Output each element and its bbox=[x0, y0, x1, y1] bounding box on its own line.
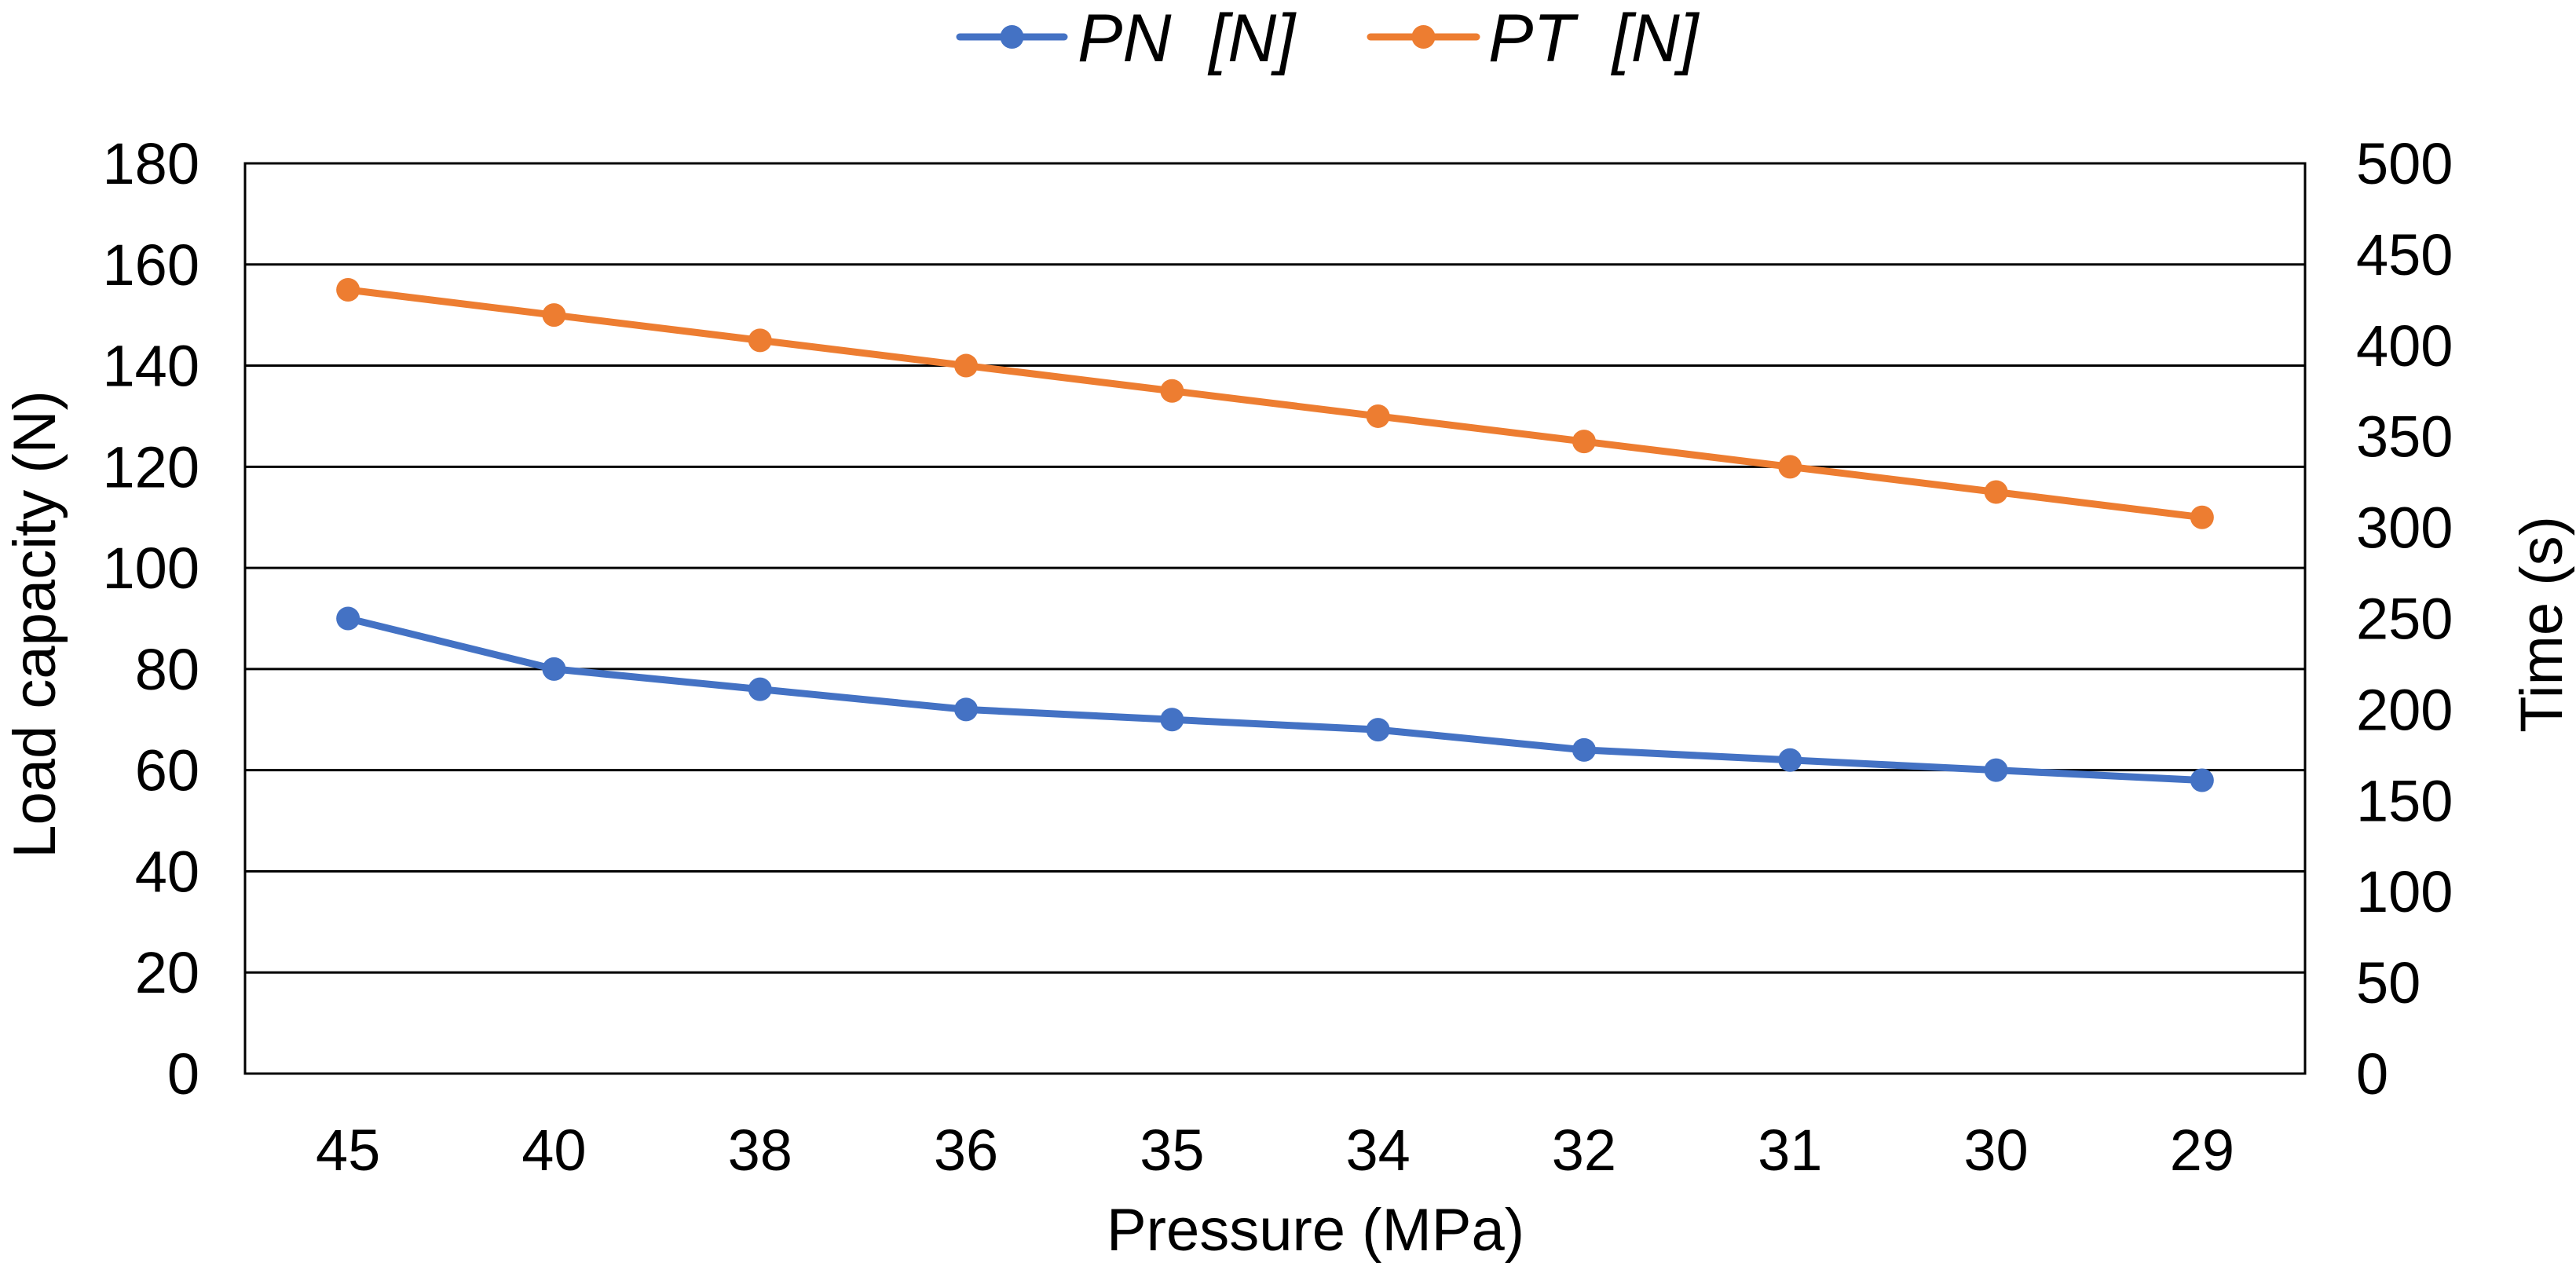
x-tick-label-45: 45 bbox=[316, 1118, 380, 1183]
legend-item-pn[interactable]: PN [N] bbox=[956, 1, 1297, 76]
data-point-pt-38 bbox=[748, 328, 772, 353]
y2-tick-label-50: 50 bbox=[2356, 950, 2420, 1015]
y2-tick-label-400: 400 bbox=[2356, 313, 2453, 379]
x-tick-label-31: 31 bbox=[1758, 1118, 1822, 1183]
data-point-pt-32 bbox=[1572, 430, 1596, 454]
data-point-pn-31 bbox=[1778, 748, 1802, 772]
y-tick-label-60: 60 bbox=[135, 738, 199, 803]
legend-label-pt: PT [N] bbox=[1488, 1, 1700, 76]
y-tick-label-160: 160 bbox=[103, 232, 199, 298]
y-tick-label-140: 140 bbox=[103, 334, 199, 399]
y-tick-label-120: 120 bbox=[103, 434, 199, 499]
y-tick-label-0: 0 bbox=[167, 1041, 199, 1107]
x-tick-label-38: 38 bbox=[728, 1118, 792, 1183]
y2-tick-label-150: 150 bbox=[2356, 768, 2453, 833]
data-point-pn-29 bbox=[2190, 768, 2214, 792]
data-point-pt-30 bbox=[1984, 480, 2008, 504]
data-point-pt-29 bbox=[2190, 505, 2214, 529]
y-tick-label-80: 80 bbox=[135, 637, 199, 702]
y-axis-right: 0 50 100 150 200 250 300 350 400 450 500 bbox=[2356, 131, 2453, 1107]
series-pn bbox=[336, 606, 2214, 792]
data-point-pn-45 bbox=[336, 606, 360, 631]
x-axis-title: Pressure (MPa) bbox=[1107, 1197, 1524, 1264]
legend-item-pt[interactable]: PT [N] bbox=[1367, 1, 1700, 76]
y2-tick-label-300: 300 bbox=[2356, 496, 2453, 561]
series-line-pn bbox=[344, 615, 2206, 785]
y-tick-label-180: 180 bbox=[103, 131, 199, 196]
data-point-pn-38 bbox=[748, 677, 772, 701]
data-point-pt-35 bbox=[1160, 379, 1184, 403]
legend-swatch-pn-marker bbox=[1000, 25, 1024, 49]
data-point-pt-40 bbox=[542, 303, 566, 327]
data-point-pt-45 bbox=[336, 277, 360, 302]
y2-tick-label-100: 100 bbox=[2356, 859, 2453, 924]
y2-axis-title: Time (s) bbox=[2508, 516, 2575, 733]
data-point-pn-36 bbox=[954, 697, 979, 722]
data-point-pt-31 bbox=[1778, 455, 1802, 479]
data-point-pt-36 bbox=[954, 353, 979, 378]
series-line-pt bbox=[344, 286, 2206, 521]
legend-label-pn: PN [N] bbox=[1078, 1, 1297, 76]
legend-swatch-pt-marker bbox=[1411, 25, 1436, 49]
data-point-pn-32 bbox=[1572, 737, 1596, 762]
x-tick-label-29: 29 bbox=[2170, 1118, 2234, 1183]
y2-tick-label-500: 500 bbox=[2356, 131, 2453, 196]
series-pt bbox=[336, 277, 2214, 529]
x-axis: 45 40 38 36 35 34 32 31 30 29 bbox=[316, 1118, 2234, 1183]
x-tick-label-34: 34 bbox=[1345, 1118, 1410, 1183]
y-tick-label-20: 20 bbox=[135, 940, 199, 1005]
data-point-pn-34 bbox=[1366, 718, 1390, 742]
plot-area-frame bbox=[243, 162, 2307, 1075]
y-tick-label-100: 100 bbox=[103, 536, 199, 601]
y2-tick-label-0: 0 bbox=[2356, 1041, 2388, 1107]
y2-tick-label-450: 450 bbox=[2356, 222, 2453, 287]
data-point-pn-35 bbox=[1160, 708, 1184, 732]
x-tick-label-40: 40 bbox=[521, 1118, 586, 1183]
y-tick-label-40: 40 bbox=[135, 839, 199, 904]
x-tick-label-32: 32 bbox=[1552, 1118, 1616, 1183]
data-point-pn-40 bbox=[542, 657, 566, 681]
x-tick-label-36: 36 bbox=[934, 1118, 998, 1183]
data-point-pn-30 bbox=[1984, 758, 2008, 782]
data-point-pt-34 bbox=[1366, 404, 1390, 428]
y2-tick-label-350: 350 bbox=[2356, 404, 2453, 470]
x-tick-label-35: 35 bbox=[1140, 1118, 1204, 1183]
x-tick-label-30: 30 bbox=[1963, 1118, 2028, 1183]
gridlines bbox=[245, 263, 2305, 974]
legend: PN [N] PT [N] bbox=[956, 1, 1700, 76]
series-lines bbox=[336, 277, 2214, 792]
y2-tick-label-200: 200 bbox=[2356, 677, 2453, 742]
y-axis-title: Load capacity (N) bbox=[2, 390, 68, 858]
y2-tick-label-250: 250 bbox=[2356, 587, 2453, 652]
y-axis-left: 0 20 40 60 80 100 120 140 160 180 bbox=[103, 131, 199, 1107]
